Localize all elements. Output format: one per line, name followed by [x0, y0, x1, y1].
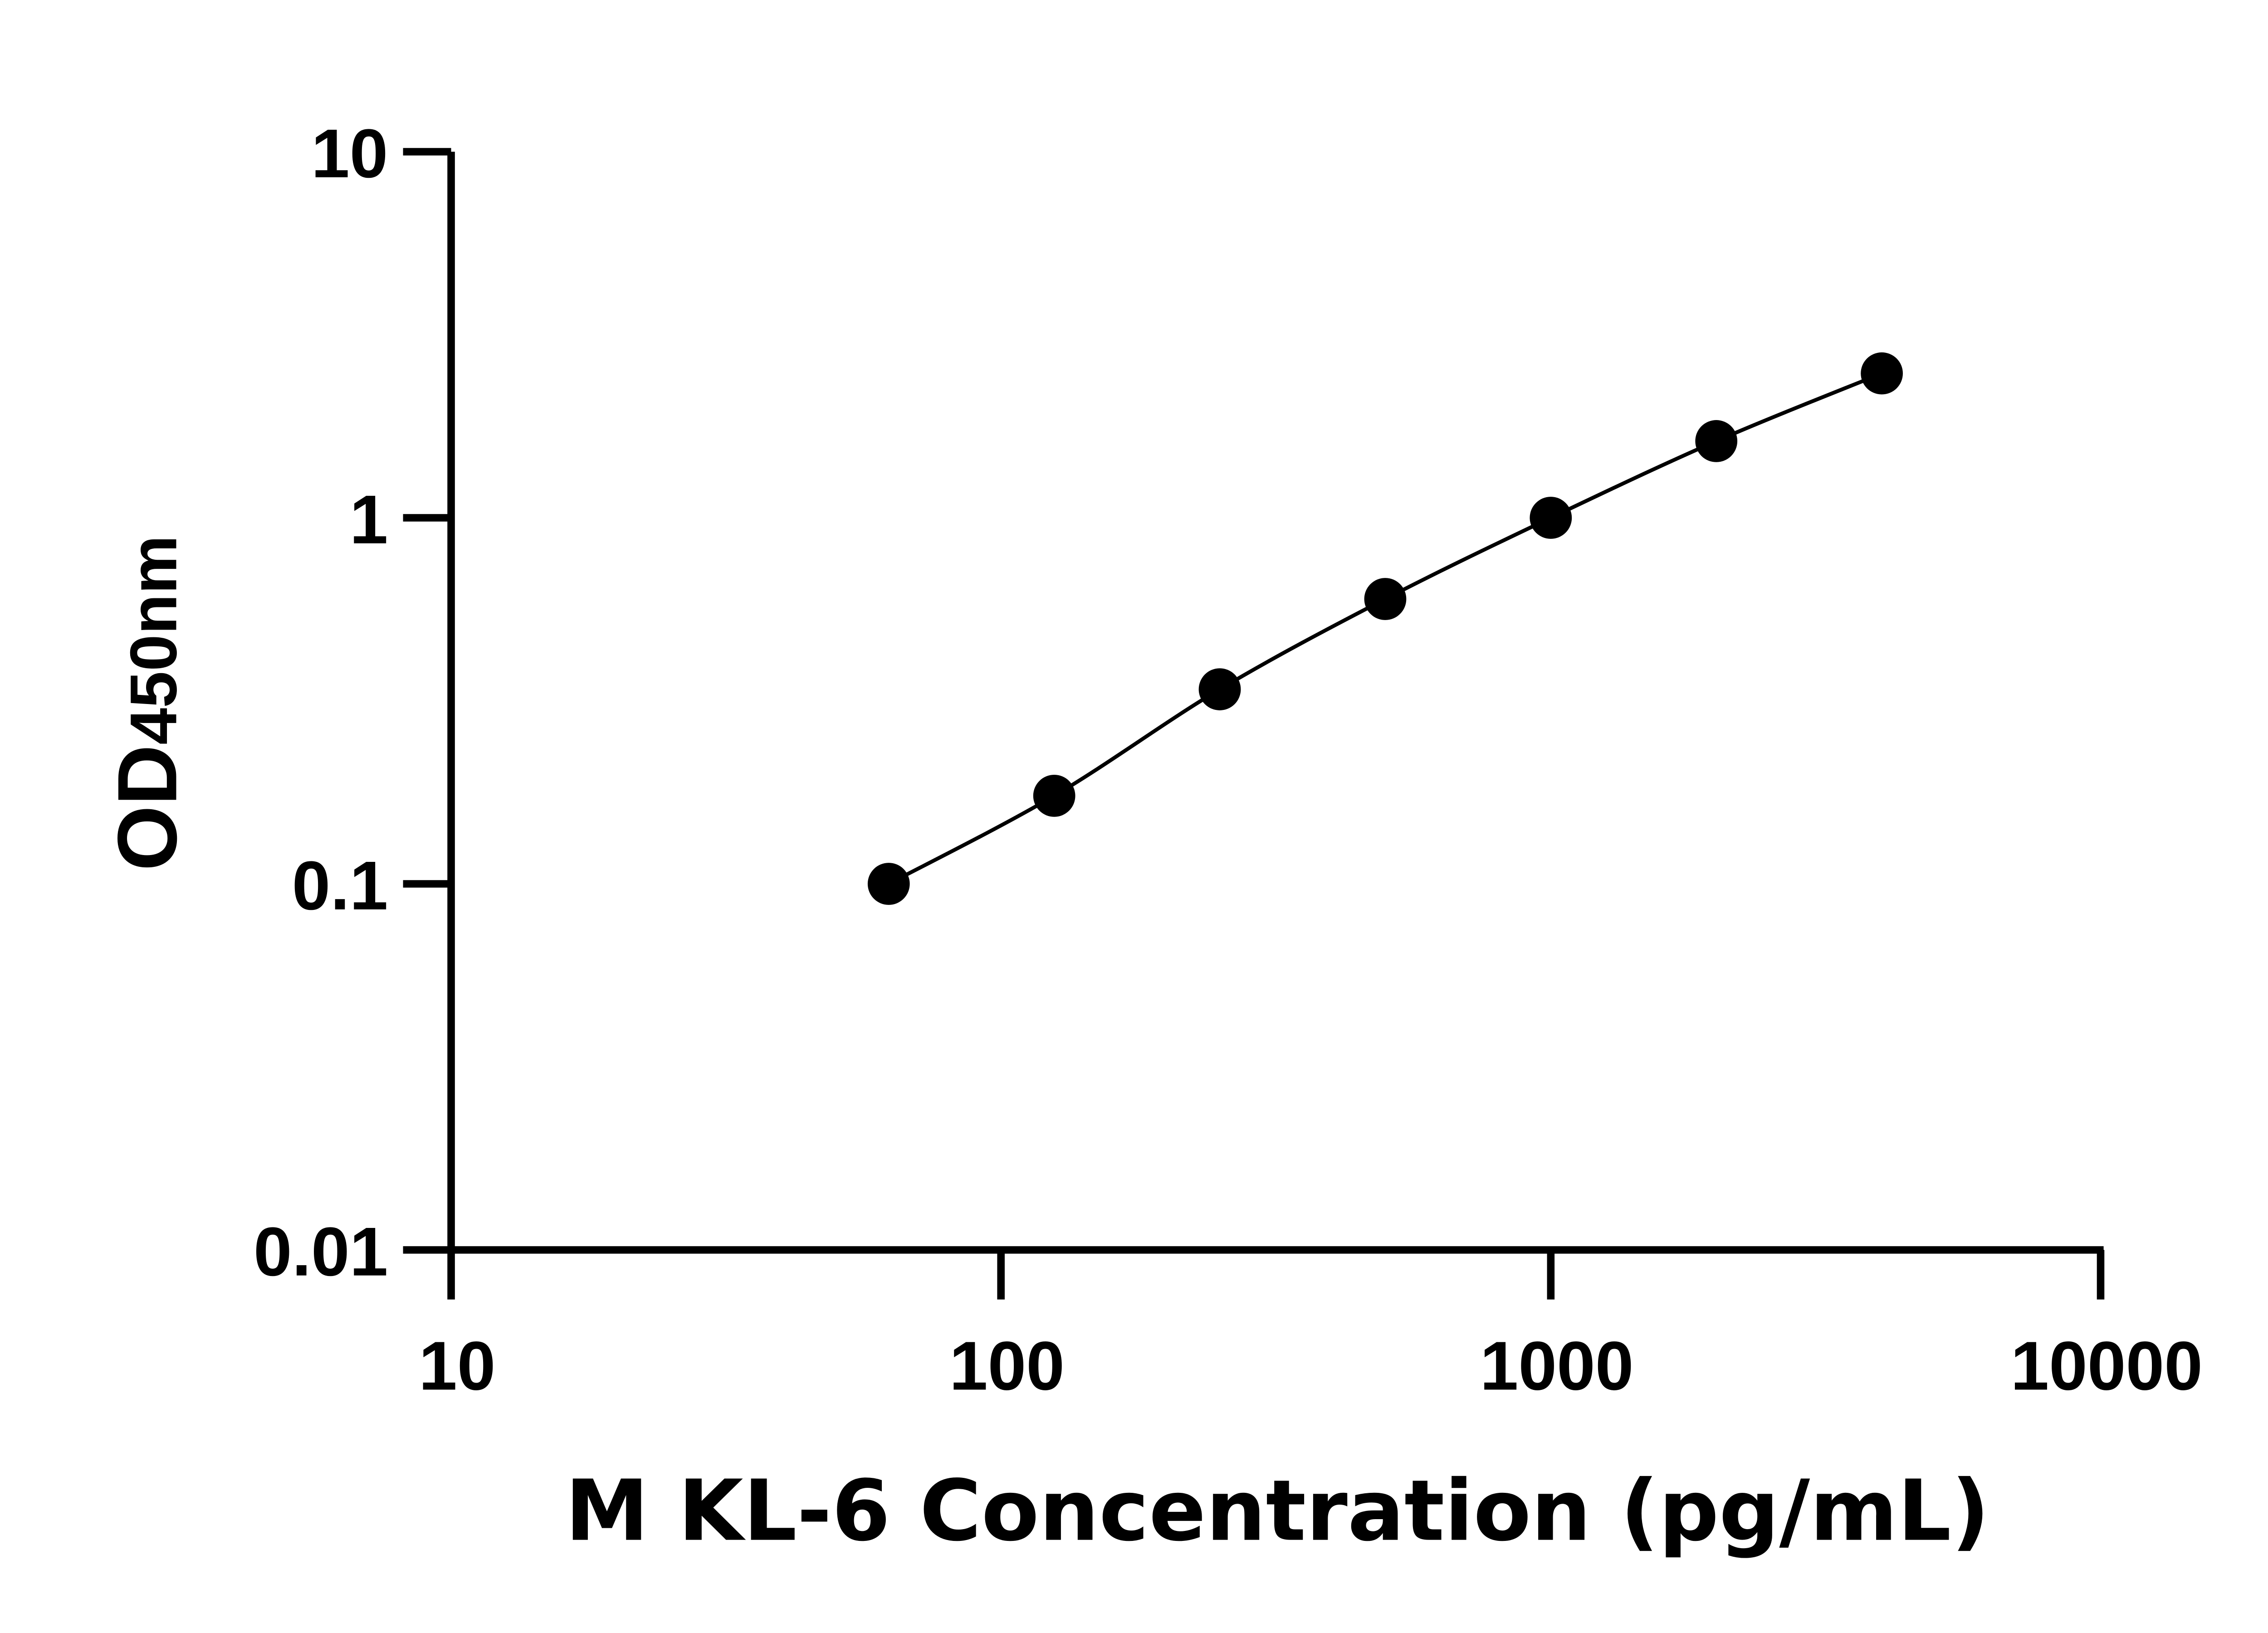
y-axis-ticks: 0.01 0.1 1 10 [254, 115, 451, 1291]
axes [447, 152, 2104, 1254]
y-axis-label-main: OD [100, 745, 194, 871]
data-point [1364, 578, 1407, 620]
x-tick-label: 10000 [2010, 1327, 2203, 1404]
x-tick-label: 1000 [1480, 1327, 1634, 1404]
x-axis-ticks: 10 100 1000 10000 [419, 1250, 2203, 1404]
y-tick-label: 0.1 [292, 847, 388, 924]
data-point [867, 863, 910, 905]
y-tick-label: 0.01 [254, 1213, 388, 1291]
y-tick-label: 10 [311, 115, 388, 192]
data-point [1033, 774, 1075, 817]
y-axis-label-sub: 450nm [116, 535, 190, 745]
x-axis-label: M KL-6 Concentration (pg/mL) [565, 1462, 1989, 1560]
data-point [1695, 420, 1738, 462]
data-points [867, 352, 1903, 905]
data-point [1198, 668, 1241, 710]
data-point [1861, 352, 1903, 395]
data-point [1530, 497, 1572, 539]
x-tick-label: 10 [419, 1327, 495, 1404]
y-axis-label: OD450nm [100, 535, 194, 871]
x-tick-label: 100 [949, 1327, 1065, 1404]
y-tick-label: 1 [350, 481, 388, 558]
